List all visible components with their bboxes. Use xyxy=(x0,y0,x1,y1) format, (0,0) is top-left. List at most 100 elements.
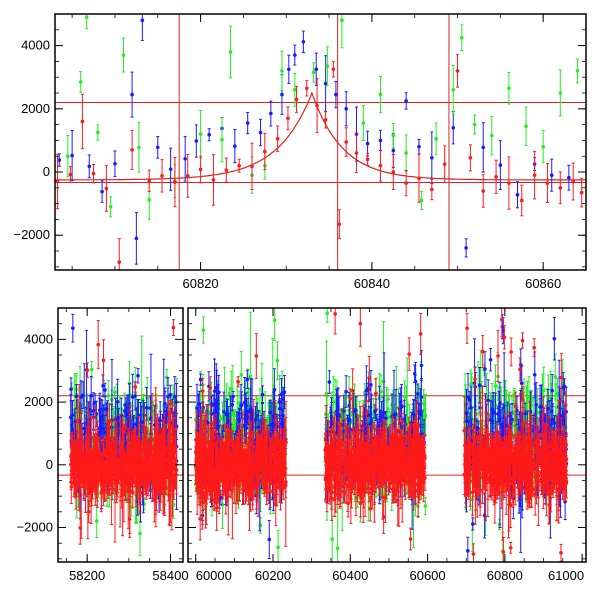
top-blue-point-3 xyxy=(100,180,104,203)
top-blue-point-40-marker xyxy=(567,175,571,180)
top-blue-point-29-marker xyxy=(391,148,396,153)
top-blue-point-16 xyxy=(258,118,263,147)
top-green-point-20 xyxy=(378,76,383,114)
top-blue-point-28 xyxy=(378,129,383,152)
top-blue-point-33-marker xyxy=(451,125,456,130)
top-blue-point-25-marker xyxy=(344,107,348,111)
top-blue-point-33 xyxy=(451,111,456,145)
top-blue-point-36-marker xyxy=(498,163,503,167)
top-blue-point-27-marker xyxy=(365,141,370,146)
bottom-green-point xyxy=(138,510,142,557)
top-red-point-13 xyxy=(224,157,229,183)
bottom-blue-point-marker xyxy=(74,394,79,399)
top-red-point-1-marker xyxy=(68,172,73,177)
bottom-green-point xyxy=(89,360,94,379)
top-blue-point-30 xyxy=(404,92,408,110)
top-green-point-32 xyxy=(558,69,563,117)
bottom-blue-point xyxy=(125,394,129,435)
top-blue-point-12-marker xyxy=(207,132,211,137)
top-red-point-39-marker xyxy=(519,198,524,203)
bottom-red-point-marker xyxy=(170,475,174,480)
top-red-point-6 xyxy=(130,129,134,170)
top-blue-point-24-marker xyxy=(334,92,338,97)
top-blue-point-7 xyxy=(140,14,145,41)
top-blue-point-1 xyxy=(70,130,74,182)
bottom-red-point-marker xyxy=(78,525,83,530)
top-green-point-22-marker xyxy=(404,151,408,155)
bottom-red-point-marker xyxy=(146,450,151,454)
bottom-blue-point xyxy=(81,381,85,409)
top-blue-point-37 xyxy=(515,181,520,209)
top-green-point-1 xyxy=(78,71,83,93)
top-model-curve xyxy=(55,91,586,181)
top-green-point-6-marker xyxy=(137,145,141,150)
bottom-blue-point xyxy=(71,313,75,343)
top-red-point-38-marker xyxy=(507,181,511,185)
bottom-green-point-marker xyxy=(89,367,94,372)
bottom-red-point-marker xyxy=(85,368,90,372)
bottom-blue-point-marker xyxy=(148,406,153,410)
bottom-red-point-marker xyxy=(171,325,176,330)
bottom-green-point-marker xyxy=(139,398,144,402)
bottom-panel-plot: 58200 58400 60000 60200 60400 60600 60800 61000… xyxy=(16,307,587,583)
top-green-point-21-marker xyxy=(391,133,396,138)
top-blue-point-22-marker xyxy=(314,67,319,72)
bottom-blue-point-marker xyxy=(168,392,173,397)
top-red-point-18-marker xyxy=(286,116,290,121)
top-blue-point-24 xyxy=(334,80,338,109)
top-green-point-23-marker xyxy=(419,198,424,203)
top-ytick-label-0: −2000 xyxy=(13,227,50,242)
bottom-blue-point-marker xyxy=(130,395,135,399)
bottom-red-point xyxy=(174,406,178,453)
bottom-blue-point-marker xyxy=(144,406,149,410)
top-red-point-10-marker xyxy=(185,174,190,178)
top-blue-point-25 xyxy=(344,91,348,127)
top-xtick-label-1: 60840 xyxy=(354,276,390,291)
top-red-point-26 xyxy=(354,133,359,173)
bottom-blue-point-marker xyxy=(125,413,129,417)
top-blue-point-6 xyxy=(134,212,139,265)
bottom-red-point-marker xyxy=(174,427,178,432)
bottom-blue-point xyxy=(136,367,140,384)
top-green-point-5 xyxy=(121,37,126,73)
top-red-point-0-marker xyxy=(55,179,60,184)
top-green-point-16 xyxy=(311,62,316,83)
top-blue-point-9-marker xyxy=(168,167,173,171)
top-red-point-41-marker xyxy=(545,181,550,185)
top-blue-point-5 xyxy=(130,71,134,118)
bottom-red-point xyxy=(118,422,123,469)
bottom-red-point-marker xyxy=(130,479,135,483)
top-blue-point-1-marker xyxy=(70,153,74,158)
top-red-point-36-marker xyxy=(481,189,486,193)
bottom-red-point-marker xyxy=(107,419,112,424)
top-blue-point-14-marker xyxy=(233,144,237,148)
bottom-green-point-marker xyxy=(138,531,142,536)
top-red-point-22 xyxy=(323,111,328,129)
top-blue-point-8 xyxy=(155,136,160,159)
bottom-blue-point-marker xyxy=(166,395,170,399)
top-red-point-11 xyxy=(198,155,203,184)
top-red-point-7 xyxy=(147,169,152,193)
top-green-point-22 xyxy=(404,134,408,172)
top-green-point-31 xyxy=(541,130,545,164)
top-blue-point-17-marker xyxy=(269,111,273,116)
bottom-red-point-marker xyxy=(127,517,132,521)
top-xtick-label-2: 60860 xyxy=(525,276,561,291)
top-blue-point-15 xyxy=(245,111,250,135)
top-red-point-5 xyxy=(117,238,122,270)
top-green-point-7-marker xyxy=(147,198,152,202)
bottom-blue-point-marker xyxy=(163,401,167,406)
top-green-point-29-marker xyxy=(507,86,511,91)
bottom-red-point-marker xyxy=(131,490,135,495)
top-red-point-13-marker xyxy=(224,168,229,172)
top-red-point-23-marker xyxy=(331,67,336,72)
top-green-point-10-marker xyxy=(220,137,224,142)
top-green-point-18 xyxy=(340,14,344,49)
top-blue-point-10 xyxy=(183,135,187,182)
top-red-point-17-marker xyxy=(275,137,280,141)
bottom-red-point xyxy=(142,470,146,483)
bottom-green-point xyxy=(112,386,117,398)
top-green-point-21 xyxy=(391,122,396,149)
top-green-point-28 xyxy=(489,115,494,156)
top-green-point-0-marker xyxy=(66,154,70,159)
